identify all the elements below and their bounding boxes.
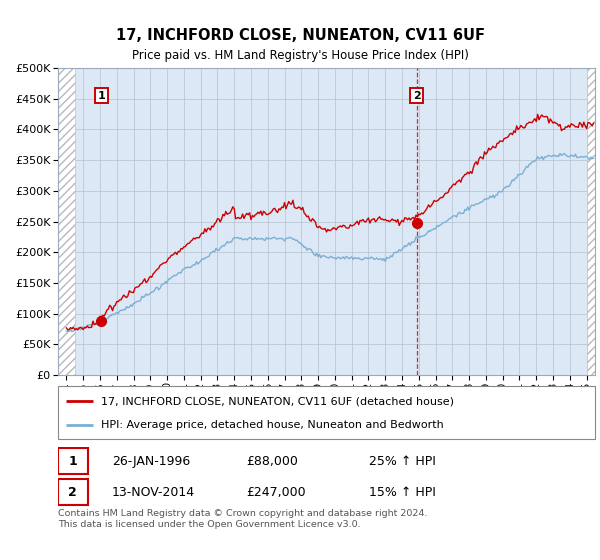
Text: 1: 1 — [97, 91, 105, 101]
Text: 13-NOV-2014: 13-NOV-2014 — [112, 486, 195, 498]
Text: 1: 1 — [68, 455, 77, 468]
Text: 26-JAN-1996: 26-JAN-1996 — [112, 455, 190, 468]
Text: 15% ↑ HPI: 15% ↑ HPI — [370, 486, 436, 498]
Text: HPI: Average price, detached house, Nuneaton and Bedworth: HPI: Average price, detached house, Nune… — [101, 419, 444, 430]
Text: Price paid vs. HM Land Registry's House Price Index (HPI): Price paid vs. HM Land Registry's House … — [131, 49, 469, 62]
Text: 2: 2 — [413, 91, 421, 101]
Text: £247,000: £247,000 — [246, 486, 305, 498]
Text: 17, INCHFORD CLOSE, NUNEATON, CV11 6UF: 17, INCHFORD CLOSE, NUNEATON, CV11 6UF — [115, 28, 485, 43]
Text: 2: 2 — [68, 486, 77, 498]
Text: £88,000: £88,000 — [246, 455, 298, 468]
Text: 17, INCHFORD CLOSE, NUNEATON, CV11 6UF (detached house): 17, INCHFORD CLOSE, NUNEATON, CV11 6UF (… — [101, 396, 454, 406]
Text: 25% ↑ HPI: 25% ↑ HPI — [370, 455, 436, 468]
FancyBboxPatch shape — [58, 448, 88, 474]
FancyBboxPatch shape — [58, 386, 595, 440]
FancyBboxPatch shape — [58, 479, 88, 505]
Text: Contains HM Land Registry data © Crown copyright and database right 2024.
This d: Contains HM Land Registry data © Crown c… — [58, 510, 427, 529]
